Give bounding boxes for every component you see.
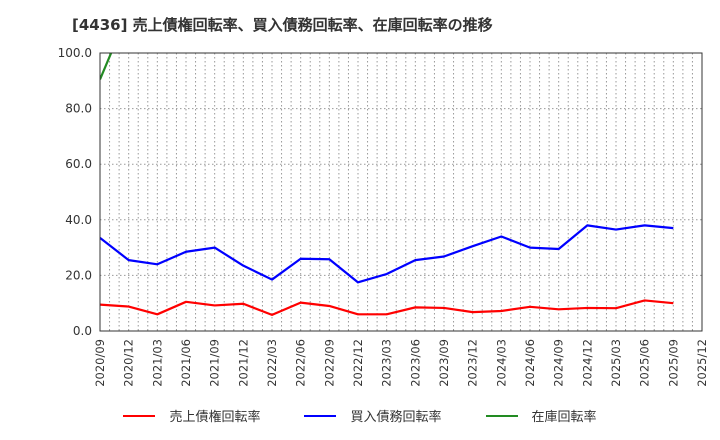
x-tick-label: 2025/03	[609, 339, 623, 387]
legend-label: 買入債務回転率	[350, 410, 442, 425]
x-tick-label: 2024/09	[552, 339, 566, 387]
chart-title: [4436] 売上債権回転率、買入債務回転率、在庫回転率の推移	[72, 16, 493, 34]
series-line	[100, 53, 113, 80]
x-tick-label: 2023/09	[437, 339, 451, 387]
plot-frame	[99, 52, 703, 332]
legend-label: 売上債権回転率	[169, 410, 261, 425]
y-tick-label: 20.0	[65, 268, 92, 282]
y-tick-label: 80.0	[65, 102, 92, 116]
x-tick-label: 2024/12	[580, 339, 594, 387]
x-tick-label: 2022/03	[265, 339, 279, 387]
y-tick-label: 100.0	[58, 46, 92, 60]
legend-swatch-green	[485, 414, 518, 417]
x-tick-label: 2020/09	[93, 339, 107, 387]
series-line	[100, 299, 674, 316]
x-tick-label: 2020/12	[122, 339, 136, 387]
legend: 売上債権回転率 買入債務回転率 在庫回転率	[0, 406, 720, 425]
y-tick-label: 0.0	[73, 324, 92, 338]
x-tick-label: 2024/03	[494, 339, 508, 387]
y-tick-label: 40.0	[65, 213, 92, 227]
legend-item-receivables: 売上債権回転率	[123, 406, 260, 425]
legend-item-inventory: 在庫回転率	[485, 406, 597, 425]
x-tick-label: 2023/06	[408, 339, 422, 387]
x-tick-label: 2023/03	[380, 339, 394, 387]
x-tick-label: 2022/12	[351, 339, 365, 387]
x-tick-label: 2021/12	[236, 339, 250, 387]
legend-label: 在庫回転率	[531, 410, 597, 425]
x-tick-label: 2021/06	[179, 339, 193, 387]
legend-swatch-red	[123, 414, 156, 417]
x-tick-label: 2021/03	[150, 339, 164, 387]
legend-swatch-blue	[304, 414, 337, 417]
legend-item-payables: 買入債務回転率	[304, 406, 442, 425]
x-tick-label: 2022/09	[322, 339, 336, 387]
series-line	[100, 224, 674, 284]
x-tick-label: 2022/06	[294, 339, 308, 387]
x-tick-label: 2025/12	[695, 339, 709, 387]
x-tick-label: 2021/09	[208, 339, 222, 387]
x-tick-label: 2025/09	[666, 339, 680, 387]
x-tick-label: 2024/06	[523, 339, 537, 387]
x-tick-label: 2025/06	[638, 339, 652, 387]
y-tick-label: 60.0	[65, 157, 92, 171]
x-tick-label: 2023/12	[466, 339, 480, 387]
